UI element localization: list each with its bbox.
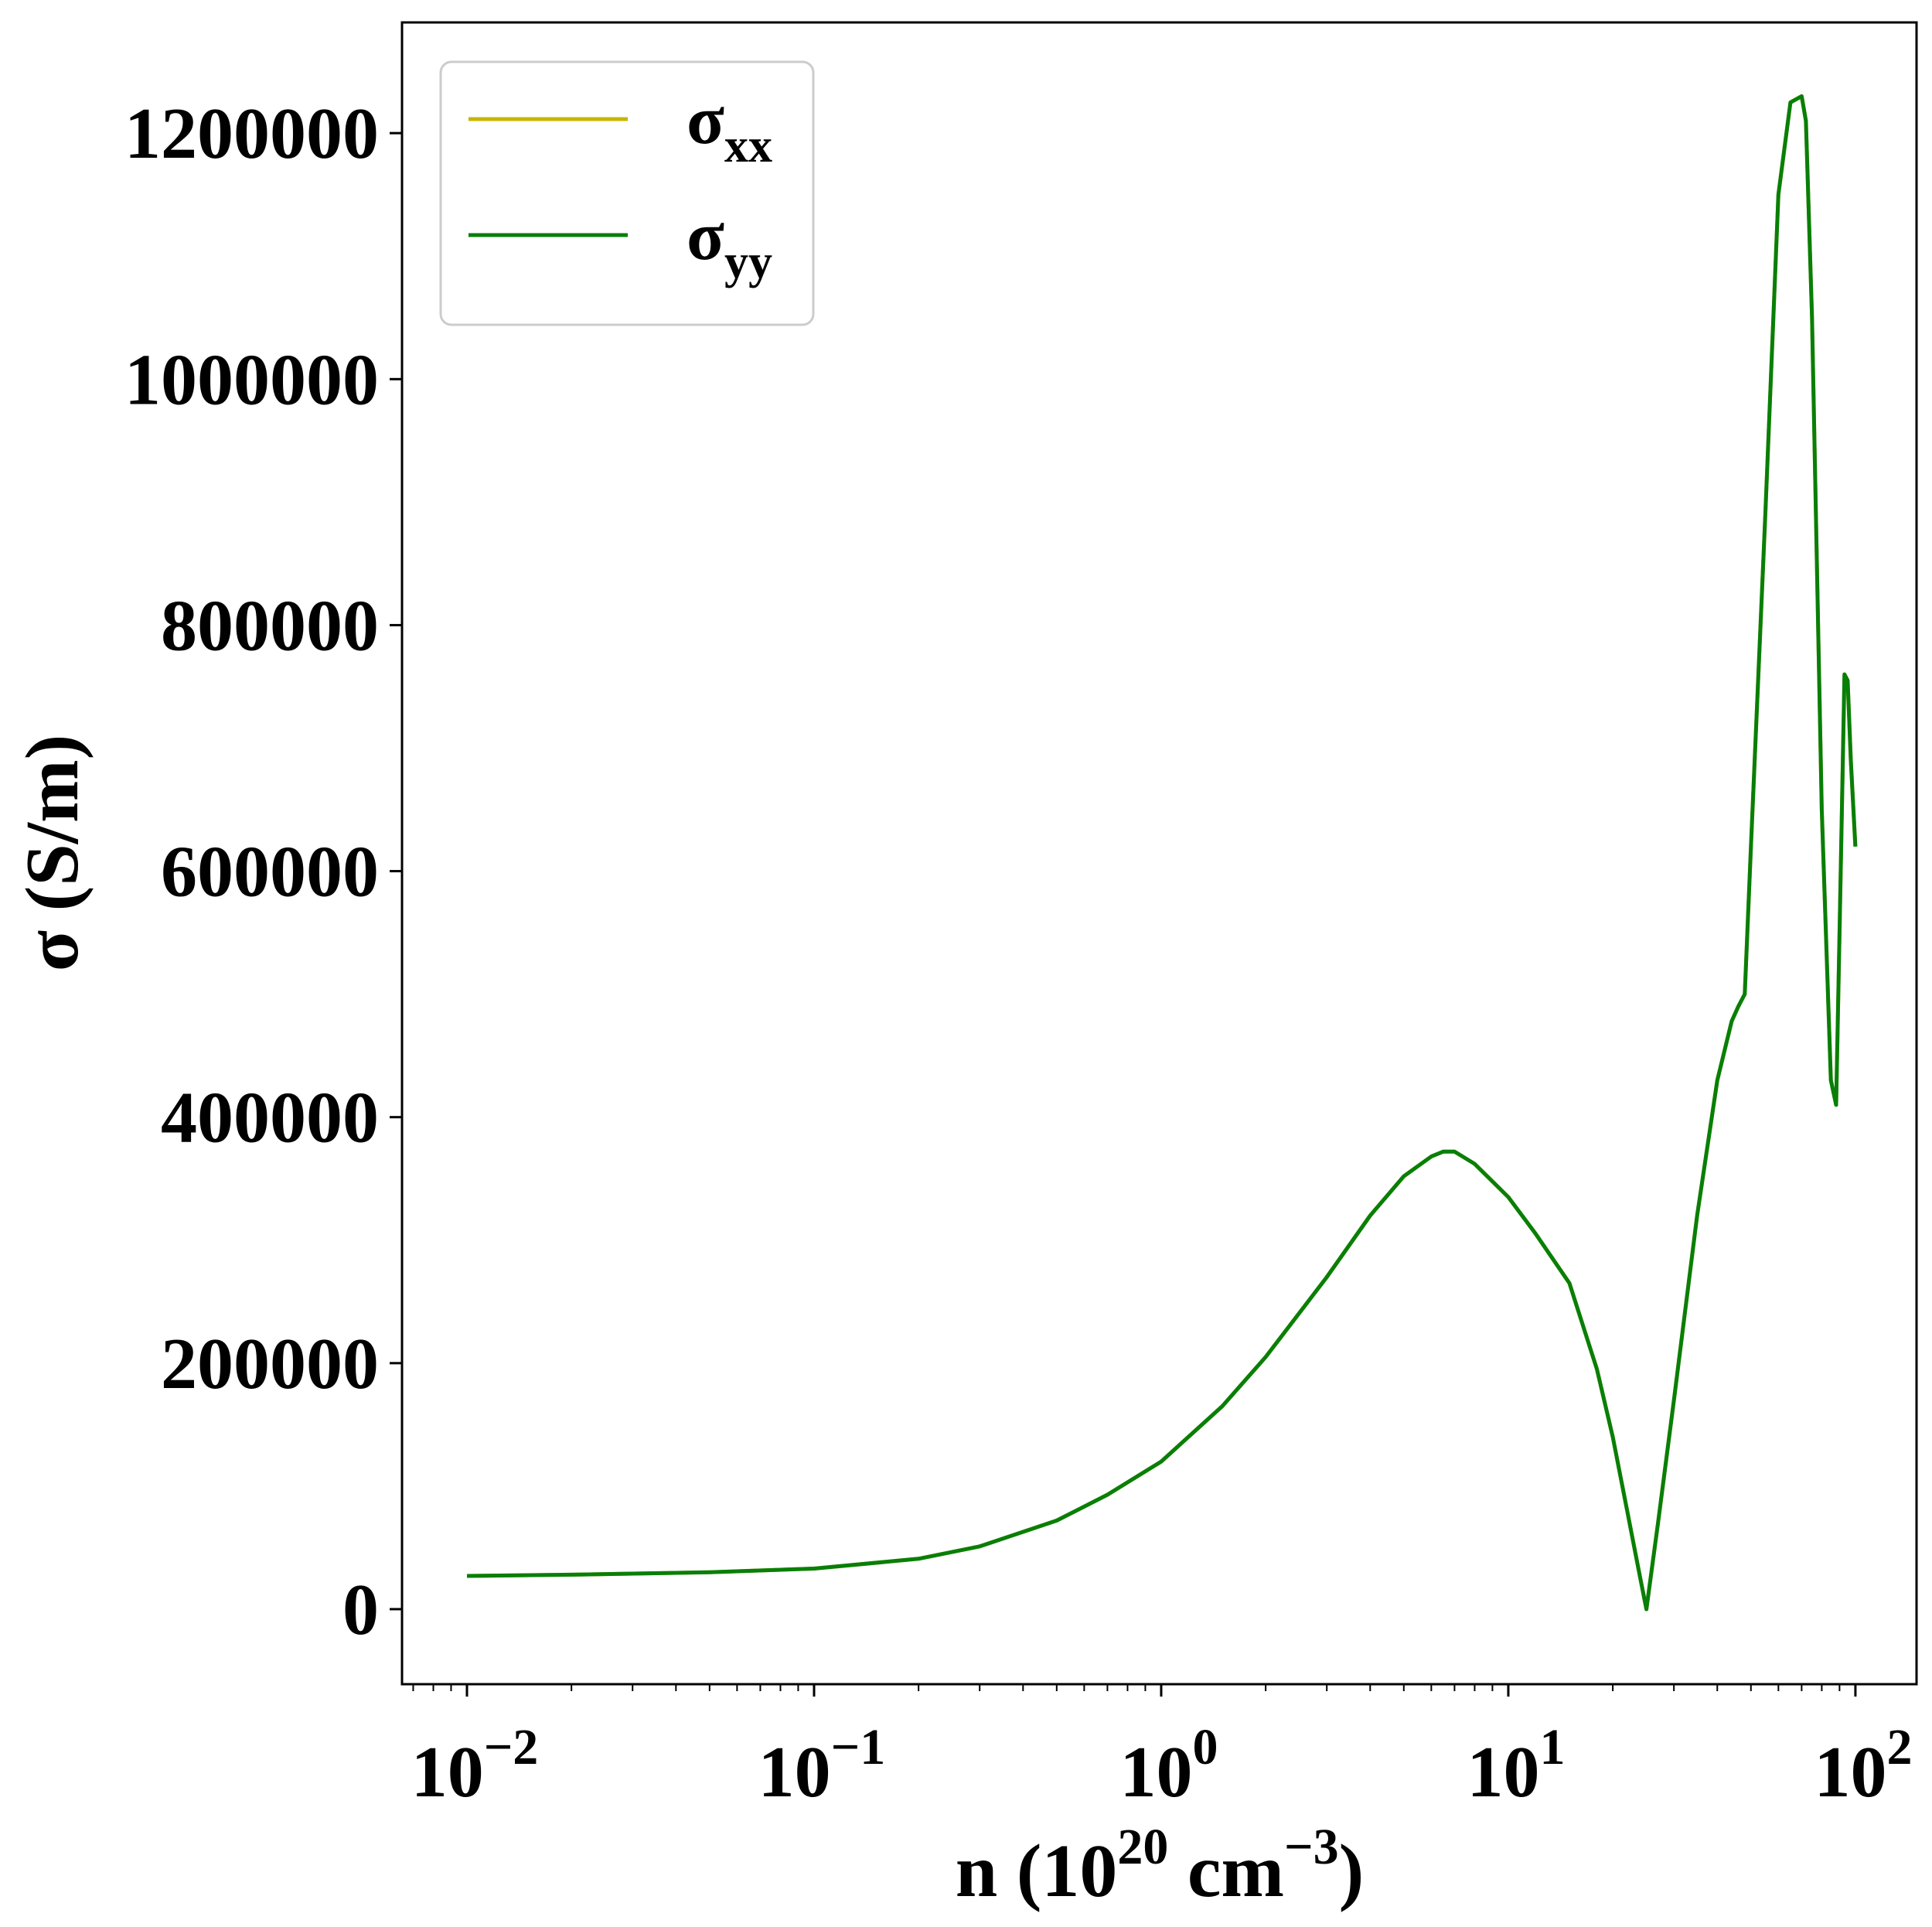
x-tick-label: 102 <box>1814 1719 1912 1813</box>
x-axis-label-unit: cm <box>1168 1830 1284 1913</box>
x-tick-base: 10 <box>1814 1732 1886 1813</box>
x-axis-label: n (1020 cm−3) <box>956 1819 1365 1913</box>
series-line-yy <box>466 94 1858 1612</box>
x-axis-label-unit-exponent: −3 <box>1284 1819 1339 1875</box>
series-layer <box>466 94 1858 1612</box>
x-tick-exponent: −2 <box>484 1719 539 1775</box>
legend-label-sigma-yy: σyy <box>687 198 772 288</box>
y-axis-label: σ (S/m) <box>11 735 94 971</box>
x-tick-exponent: 0 <box>1192 1719 1218 1775</box>
legend-symbol-sigma-xx: σ <box>687 82 724 159</box>
x-tick-label: 10−1 <box>758 1719 886 1813</box>
x-tick-base: 10 <box>1119 1732 1192 1813</box>
x-tick-exponent: −1 <box>831 1719 886 1775</box>
y-tick-label: 600000 <box>161 832 379 912</box>
legend-frame <box>439 60 815 326</box>
x-tick-label: 101 <box>1467 1719 1565 1813</box>
y-tick-label: 1000000 <box>124 339 379 420</box>
x-tick-exponent: 1 <box>1539 1719 1565 1775</box>
y-tick-label: 0 <box>342 1570 379 1650</box>
x-axis-ticks: 10−2 10−1 100 101 102 <box>411 1684 1912 1813</box>
y-tick-label: 400000 <box>161 1078 379 1158</box>
x-tick-base: 10 <box>758 1732 831 1813</box>
x-axis-label-exponent: 20 <box>1117 1819 1168 1875</box>
legend-subscript-sigma-xx: xx <box>724 120 772 172</box>
legend: σxx σyy <box>439 60 815 326</box>
x-axis-label-suffix: ) <box>1339 1830 1365 1913</box>
x-axis-label-prefix: n (10 <box>956 1830 1118 1913</box>
plot-frame <box>400 21 1918 1686</box>
y-tick-label: 200000 <box>161 1324 379 1404</box>
x-tick-label: 100 <box>1119 1719 1218 1813</box>
legend-label-sigma-xx: σxx <box>687 82 772 172</box>
legend-subscript-sigma-yy: yy <box>724 236 772 288</box>
y-tick-label: 800000 <box>161 585 379 666</box>
x-tick-exponent: 2 <box>1886 1719 1912 1775</box>
x-tick-base: 10 <box>1467 1732 1539 1813</box>
y-axis-ticks: 0 200000 400000 600000 800000 1000000 1200000 <box>124 94 402 1650</box>
y-tick-label: 1200000 <box>124 94 379 174</box>
legend-symbol-sigma-yy: σ <box>687 198 724 275</box>
x-tick-base: 10 <box>411 1732 484 1813</box>
x-tick-label: 10−2 <box>411 1719 539 1813</box>
